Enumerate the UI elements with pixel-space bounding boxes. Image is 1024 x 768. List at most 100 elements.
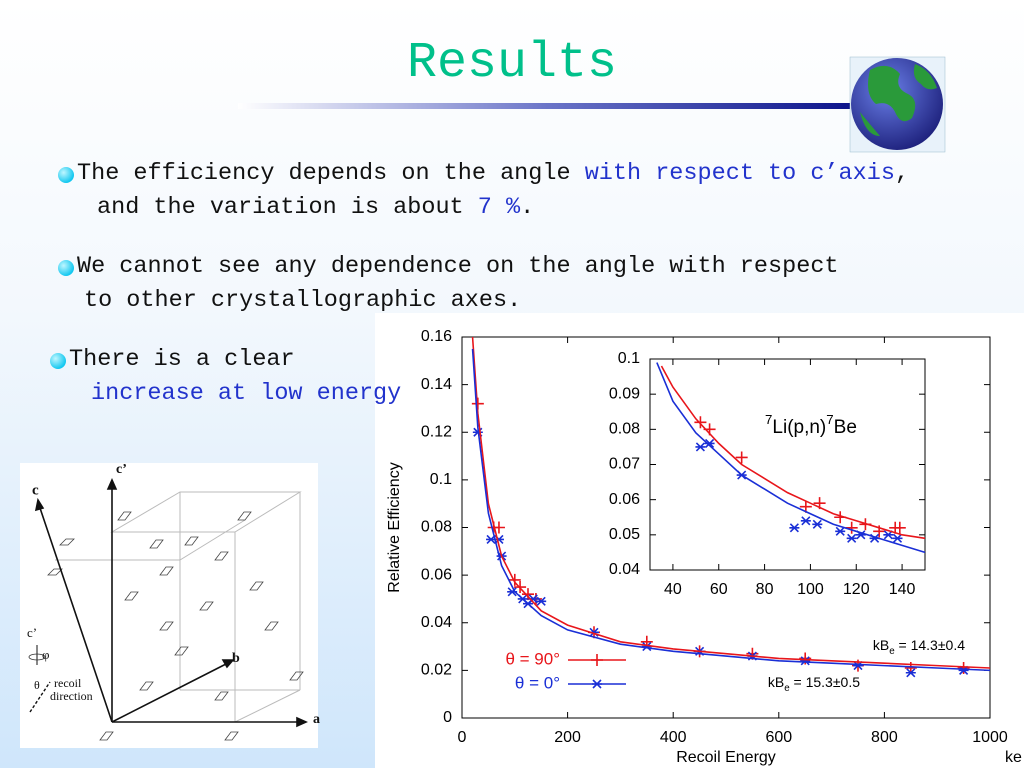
highlight-text: increase at low energy	[91, 380, 402, 407]
title-rule	[238, 103, 858, 109]
plot-frame	[649, 358, 926, 571]
diagram-label: a	[313, 712, 320, 727]
annotation-part: Li(p,n)	[772, 417, 826, 438]
bullet-item: The efficiency depends on the angle with…	[58, 157, 909, 225]
y-tick-label: 0.09	[609, 385, 640, 402]
annotation: kBe = 15.3±0.5	[768, 674, 860, 694]
diagram-label: c	[32, 482, 39, 498]
bullet-text: The efficiency depends on the angle	[77, 160, 585, 187]
x-tick-label: 80	[756, 581, 774, 598]
x-tick-label: 800	[871, 729, 898, 746]
diagram-label: direction	[50, 689, 93, 703]
y-tick-label: 0.06	[609, 491, 640, 508]
diagram-label: c’	[27, 625, 37, 640]
fit-curve	[656, 362, 926, 554]
diagram-label: recoil	[54, 676, 82, 690]
y-tick-label: 0.08	[609, 421, 640, 438]
y-tick-label: 0.04	[609, 561, 640, 578]
y-tick-label: 0.14	[421, 376, 452, 393]
diagram-label: b	[232, 651, 240, 666]
point	[892, 533, 903, 543]
bullet-dot	[58, 167, 74, 183]
diagram-label: θ	[34, 678, 40, 692]
annotation-part: = 14.3±0.4	[895, 637, 966, 653]
slide-title: Results	[406, 35, 618, 92]
x-tick-label: 100	[797, 581, 824, 598]
highlight-text: with respect to c’axis	[584, 160, 895, 187]
x-tick-label: 400	[660, 729, 687, 746]
annotation-part: = 15.3±0.5	[790, 674, 861, 690]
point	[799, 500, 812, 513]
y-tick-label: 0.06	[421, 566, 452, 583]
diagram-label: φ	[42, 647, 50, 662]
bullet-text: ,	[894, 160, 910, 187]
y-tick-label: 0.04	[421, 614, 452, 631]
x-tick-label: 0	[458, 729, 467, 746]
point	[893, 521, 906, 534]
bullet-line: to other crystallographic axes.	[77, 284, 839, 318]
point	[695, 442, 706, 452]
point	[812, 519, 823, 529]
annotation-part: kB	[768, 674, 784, 690]
x-axis-unit: ke	[1005, 749, 1022, 766]
point	[957, 661, 970, 674]
bullet-dot	[58, 260, 74, 276]
x-tick-label: 1000	[972, 729, 1008, 746]
bullet-line: The efficiency depends on the angle with…	[77, 157, 909, 191]
annotation-part: 7	[826, 412, 833, 427]
point	[846, 533, 857, 543]
annotation: 7Li(p,n)7Be	[765, 412, 857, 438]
y-tick-label: 0.16	[421, 328, 452, 345]
chart: 40 60 80 100 120 140 0.04 0.05 0.06 0.07 0.08 0.09 0…	[609, 350, 926, 598]
legend-label: θ = 90°	[505, 649, 560, 668]
annotation-part: Be	[834, 417, 857, 438]
annotation-part: e	[784, 683, 790, 694]
highlight-text: 7 %	[477, 194, 521, 221]
bullet-line: We cannot see any dependence on the angl…	[77, 250, 839, 284]
annotation: kBe = 14.3±0.4	[873, 637, 965, 657]
y-tick-label: 0.08	[421, 519, 452, 536]
fit-curve	[660, 365, 926, 540]
point	[905, 668, 916, 678]
bullet-text: There is a clear	[69, 346, 295, 373]
point	[789, 523, 800, 533]
y-tick-label: 0	[443, 709, 452, 726]
bullet-item: There is a clear increase at low energy	[50, 343, 402, 411]
diagram-label: c’	[116, 462, 127, 477]
point	[845, 521, 858, 534]
point	[800, 656, 811, 666]
x-tick-label: 40	[664, 581, 682, 598]
bullet-text: .	[520, 194, 535, 221]
y-tick-label: 0.07	[609, 456, 640, 473]
bullet-text: We cannot see any dependence on the angl…	[77, 253, 839, 280]
point	[536, 596, 547, 606]
point	[800, 516, 811, 526]
bullet-line: There is a clear	[69, 343, 401, 377]
x-tick-label: 200	[554, 729, 581, 746]
fit-curve	[471, 336, 991, 669]
bullet-text: and the variation is about	[97, 194, 478, 221]
x-tick-label: 140	[889, 581, 916, 598]
point	[694, 416, 707, 429]
bullet-dot	[50, 353, 66, 369]
point	[735, 451, 748, 464]
globe-icon	[849, 56, 946, 153]
legend-marker	[592, 679, 602, 689]
annotation-part: 7	[765, 412, 772, 427]
y-tick-label: 0.05	[609, 526, 640, 543]
y-tick-label: 0.12	[421, 423, 452, 440]
annotation-part: e	[889, 646, 895, 657]
bullet-text: to other crystallographic axes.	[84, 287, 522, 314]
y-tick-label: 0.02	[421, 662, 452, 679]
point	[522, 588, 534, 601]
annotation-part: kB	[873, 637, 889, 653]
bullet-item: We cannot see any dependence on the angl…	[58, 250, 839, 318]
bullet-line: and the variation is about 7 %.	[77, 191, 909, 225]
legend-label: θ = 0°	[515, 673, 560, 692]
point	[835, 526, 846, 536]
x-axis-label: Recoil Energy	[676, 749, 776, 766]
legend-marker	[591, 654, 603, 666]
